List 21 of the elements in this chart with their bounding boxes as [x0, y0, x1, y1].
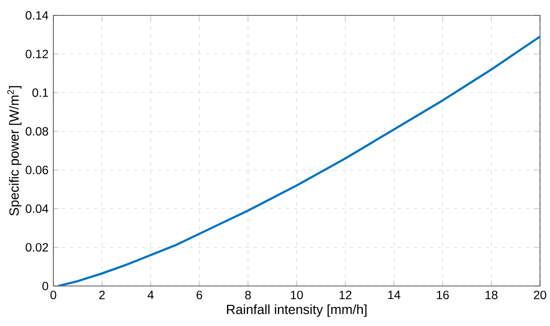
x-tick-label: 2 — [99, 290, 105, 300]
x-tick-label: 20 — [534, 290, 546, 300]
x-tick-label: 16 — [436, 290, 449, 300]
x-axis-title: Rainfall intensity [mm/h] — [226, 304, 366, 317]
x-tick-label: 14 — [388, 290, 400, 299]
x-tick-label: 18 — [486, 290, 498, 300]
y-tick-label: 0.02 — [26, 243, 48, 252]
y-tick-label: 0.06 — [26, 166, 48, 174]
x-tick-label: 4 — [148, 290, 154, 299]
x-tick-label: 0 — [50, 290, 56, 300]
x-tick-label: 12 — [340, 290, 352, 300]
y-tick-label: 0.1 — [32, 88, 48, 97]
x-tick-label: 8 — [245, 290, 251, 300]
y-tick-label: 0 — [42, 282, 48, 290]
y-tick-label: 0.04 — [26, 204, 48, 213]
y-axis-title: Specific power [W/m$^{2}$] — [7, 86, 22, 216]
y-tick-label: 0.12 — [26, 50, 48, 58]
x-tick-label: 6 — [196, 290, 202, 300]
y-tick-label: 0.08 — [26, 127, 48, 136]
x-tick-label: 10 — [290, 290, 303, 300]
y-tick-label: 0.14 — [26, 11, 48, 20]
